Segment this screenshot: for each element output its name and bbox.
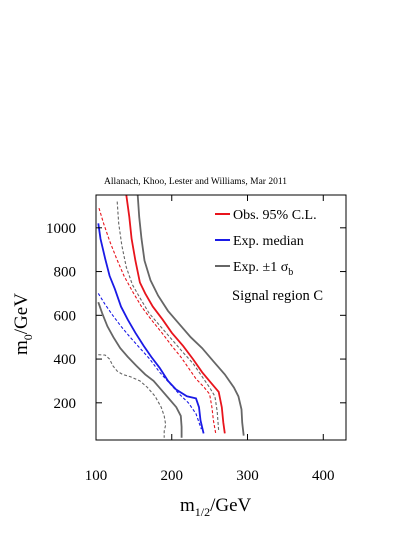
- y-tick-label-200: 200: [54, 396, 77, 412]
- series-line-2: [98, 207, 217, 434]
- tick-group: 100 200 300 400 200 400 600 800 1000: [46, 195, 346, 484]
- legend-label-sigma-sub: b: [288, 267, 293, 278]
- x-tick-label-400: 400: [312, 468, 335, 484]
- y-tick-label-400: 400: [54, 352, 77, 368]
- x-axis-label: m1/2/GeV: [180, 495, 252, 519]
- x-tick-label-100: 100: [85, 468, 108, 484]
- legend-label-sigma: Exp. ±1 σb: [233, 260, 293, 278]
- x-tick-label-200: 200: [161, 468, 184, 484]
- y-tick-label-1000: 1000: [46, 221, 76, 237]
- plot-frame: [95, 194, 347, 441]
- series-line-4: [136, 194, 245, 436]
- x-tick-label-300: 300: [236, 468, 259, 484]
- series-line-5: [97, 301, 183, 438]
- series-line-6: [116, 201, 220, 432]
- y-axis-label: m0/GeV: [11, 293, 35, 355]
- legend-label-expected: Exp. median: [233, 234, 304, 249]
- credit-text: Allanach, Khoo, Lester and Williams, Mar…: [104, 177, 287, 187]
- legend-label-observed: Obs. 95% C.L.: [233, 208, 317, 223]
- legend: Obs. 95% C.L. Exp. median Exp. ±1 σb: [215, 208, 317, 278]
- series-line-3: [97, 293, 202, 430]
- series-line-1: [97, 223, 205, 434]
- curve-group: [97, 194, 245, 438]
- y-tick-label-600: 600: [54, 308, 77, 324]
- signal-region-label: Signal region C: [232, 288, 323, 304]
- series-line-0: [125, 194, 226, 434]
- y-tick-label-800: 800: [54, 265, 77, 281]
- series-line-7: [98, 354, 167, 438]
